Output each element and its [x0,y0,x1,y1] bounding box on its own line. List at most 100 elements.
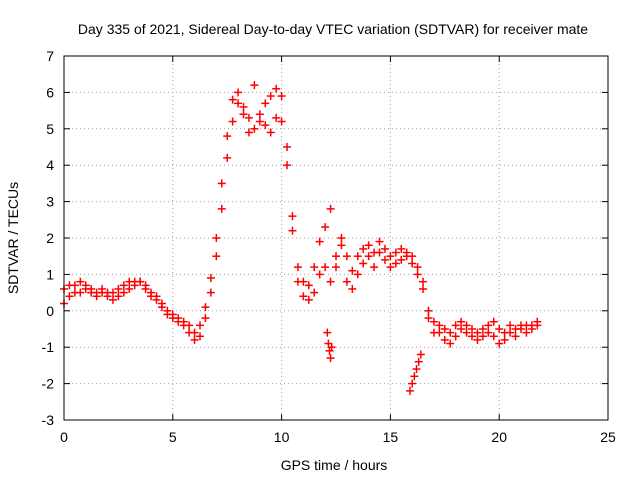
data-point [462,321,471,330]
data-point [416,350,425,359]
data-point [386,263,395,272]
y-tick-label: -2 [42,376,55,392]
data-point [76,277,85,286]
data-point [462,328,471,337]
data-point [391,248,400,257]
data-point [266,128,275,137]
data-point [397,244,406,253]
data-point [391,259,400,268]
y-tick-label: 3 [46,194,54,210]
data-point [196,321,204,330]
data-point [92,288,101,297]
data-point [424,306,433,315]
data-point [239,110,248,119]
data-point [332,252,340,261]
data-point [152,292,161,301]
grid [64,56,608,420]
data-point [533,317,542,326]
data-point [484,328,493,337]
data-point [108,288,117,297]
y-tick-label: 0 [46,303,54,319]
data-point [511,325,520,333]
data-point [228,117,237,126]
data-point [125,284,134,293]
data-point [157,299,166,308]
data-point [201,314,210,323]
data-point [261,121,270,130]
data-point [473,328,482,337]
data-point [81,281,90,290]
data-point [321,223,330,232]
data-point [228,95,237,104]
data-point [190,328,199,337]
data-point [478,325,487,333]
x-tick-label: 25 [600,429,616,445]
data-point [277,117,286,126]
y-tick-label: 5 [46,121,54,137]
data-point [413,270,422,279]
x-axis-label: GPS time / hours [281,457,388,473]
data-point [141,281,150,290]
data-point [419,277,428,286]
data-point [446,339,455,348]
y-tick-label: -3 [42,412,55,428]
data-point [185,321,194,330]
data-point [174,314,183,323]
data-point [408,252,417,261]
data-point [201,303,210,312]
data-point [255,117,264,126]
x-tick-label: 5 [169,429,177,445]
data-point [386,252,395,261]
data-point [405,386,414,395]
data-point [114,292,123,301]
data-point [304,295,313,304]
data-point [87,284,96,293]
data-point [413,263,422,272]
data-point [402,248,411,257]
data-point [217,204,226,213]
data-point [408,259,417,268]
data-point [380,244,389,253]
data-point [119,281,128,290]
data-point [412,365,421,374]
data-point [65,292,74,301]
data-point [323,328,332,337]
y-tick-label: -1 [42,339,55,355]
data-point [147,288,156,297]
chart-title: Day 335 of 2021, Sidereal Day-to-day VTE… [78,21,588,37]
data-point [370,263,379,272]
data-point [332,263,340,272]
data-point [70,281,79,290]
data-point [136,277,145,286]
data-point [283,143,292,151]
data-point [244,128,253,137]
data-point [288,226,297,235]
data-point [239,102,248,111]
data-point [348,284,357,293]
data-point [288,212,297,221]
data-point [206,288,215,297]
data-point [234,88,243,97]
data-point [304,281,313,290]
data-point [223,153,232,162]
data-point [293,263,302,272]
data-point [506,321,515,330]
y-tick-label: 2 [46,230,54,246]
data-point [435,328,444,337]
axis-ticks: 0 5 10 15 20 25 -3 -2 -1 0 1 2 3 4 5 6 7 [42,48,616,445]
data-point [119,288,128,297]
data-point [435,321,444,330]
data-point [108,295,117,304]
data-point [451,332,460,341]
data-point [489,332,498,341]
data-point [315,270,324,279]
data-point [424,314,433,323]
data-point [429,317,438,326]
data-point [414,357,423,366]
data-point [410,372,419,381]
data-point [473,335,482,344]
data-point [364,252,373,261]
data-point [98,284,107,293]
data-point [495,339,504,348]
